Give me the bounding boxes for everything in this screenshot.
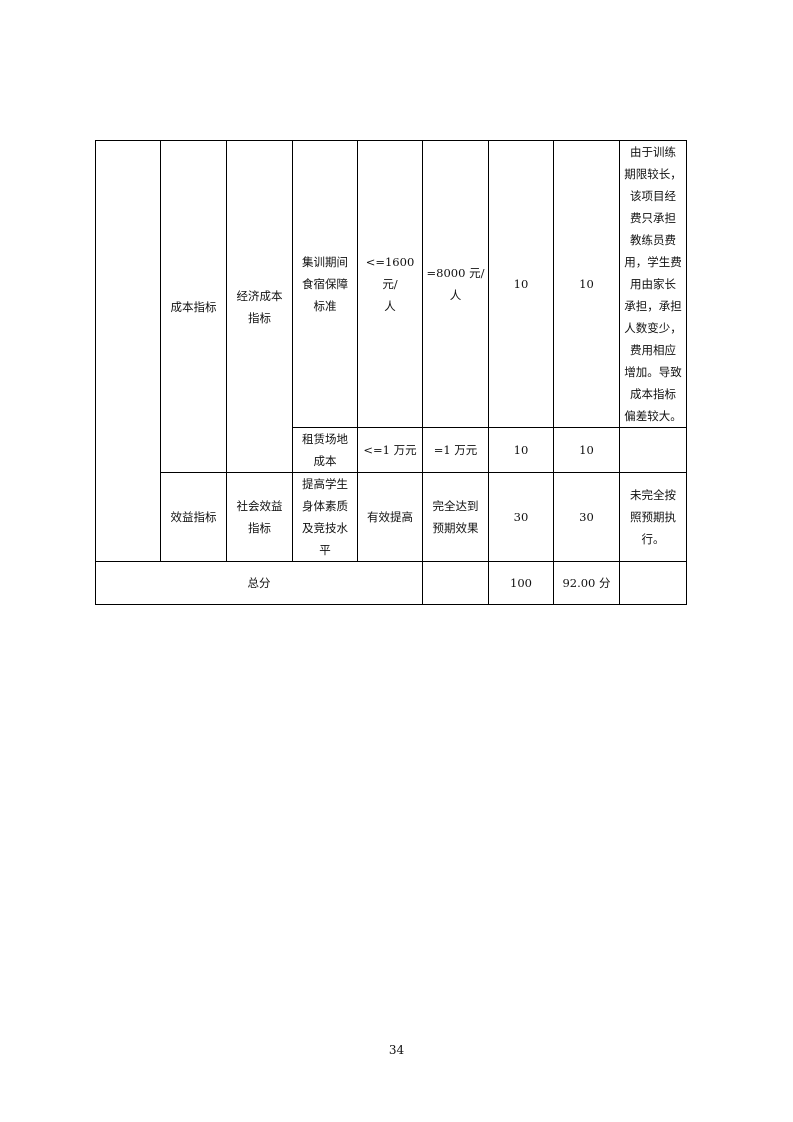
page-number: 34: [388, 1043, 405, 1057]
deviation-reason: 由于训练 期限较长， 该项目经 费只承担 教练员费 用，学生费 用由家长 承担，…: [619, 140, 687, 428]
actual-value: 完全达到 预期效果: [422, 472, 489, 562]
table-row: 成本指标 经济成本 指标 集训期间 食宿保障 标准 <=1600 元/ 人 =8…: [95, 140, 687, 562]
table-row: 效益指标 社会效益 指标 提高学生 身体素质 及竞技水 平 有效提高 完全达到 …: [96, 472, 687, 562]
score: 10: [553, 427, 620, 473]
score: 10: [553, 140, 620, 428]
total-label: 总分: [95, 561, 423, 605]
deviation-reason: 未完全按 照预期执 行。: [619, 472, 687, 562]
total-weight: 100: [488, 561, 554, 605]
weight: 10: [488, 140, 554, 428]
level2-indicator: 社会效益 指标: [226, 472, 293, 562]
target-value: 有效提高: [357, 472, 423, 562]
target-value: <=1600 元/ 人: [357, 140, 423, 428]
level3-indicator: 集训期间 食宿保障 标准: [292, 140, 358, 428]
actual-value: =8000 元/ 人: [422, 140, 489, 428]
total-actual: [422, 561, 489, 605]
performance-table: 成本指标 经济成本 指标 集训期间 食宿保障 标准 <=1600 元/ 人 =8…: [95, 140, 687, 605]
actual-value: =1 万元: [422, 427, 489, 473]
total-row: 总分 100 92.00 分: [95, 561, 687, 605]
level1-indicator: 成本指标: [160, 140, 227, 473]
category-cell: [95, 140, 161, 562]
level3-indicator: 租赁场地 成本: [292, 427, 358, 473]
total-reason: [619, 561, 687, 605]
level2-indicator: 经济成本 指标: [226, 140, 293, 473]
deviation-reason: [619, 427, 687, 473]
score: 30: [553, 472, 620, 562]
weight: 10: [488, 427, 554, 473]
level1-indicator: 效益指标: [160, 472, 227, 562]
total-score: 92.00 分: [553, 561, 620, 605]
target-value: <=1 万元: [357, 427, 423, 473]
weight: 30: [488, 472, 554, 562]
table-row: 租赁场地 成本 <=1 万元 =1 万元 10 10: [96, 427, 687, 473]
level3-indicator: 提高学生 身体素质 及竞技水 平: [292, 472, 358, 562]
